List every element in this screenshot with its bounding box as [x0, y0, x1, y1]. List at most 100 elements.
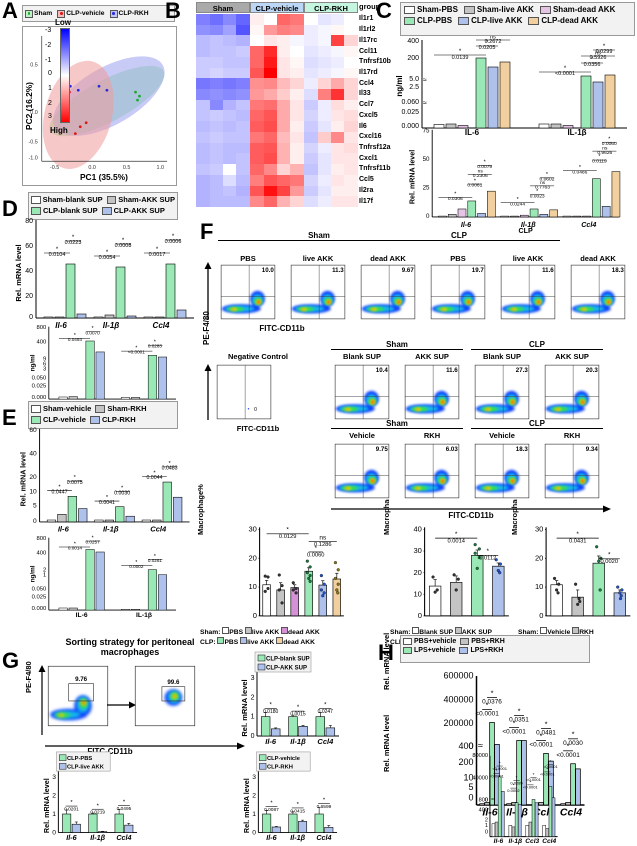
svg-text:0.0087: 0.0087: [264, 807, 279, 813]
svg-text:<0.0001: <0.0001: [523, 785, 538, 790]
svg-text:*: *: [297, 802, 300, 808]
svg-text:0.0054: 0.0054: [99, 255, 116, 261]
svg-text:20: 20: [25, 293, 33, 300]
svg-text:0: 0: [52, 829, 56, 836]
svg-text:-1.0: -1.0: [28, 155, 37, 161]
svg-text:Il-6: Il-6: [66, 833, 77, 842]
svg-text:800: 800: [479, 798, 488, 804]
svg-text:0.5: 0.5: [30, 63, 38, 69]
svg-text:5.0: 5.0: [409, 76, 419, 83]
svg-text:0.0014: 0.0014: [68, 545, 83, 550]
svg-text:2: 2: [251, 694, 255, 701]
svg-text:Il-6: Il-6: [265, 737, 277, 746]
svg-text:0: 0: [426, 213, 430, 220]
svg-text:*: *: [324, 702, 327, 708]
svg-text:*: *: [572, 730, 575, 739]
svg-text:CLP-AKK SUP: CLP-AKK SUP: [266, 666, 307, 672]
svg-text:20: 20: [535, 553, 543, 562]
svg-text:0: 0: [539, 611, 543, 620]
svg-text:Il-1β: Il-1β: [509, 838, 523, 845]
svg-text:Il-6: Il-6: [266, 833, 277, 842]
svg-text:*: *: [286, 527, 289, 534]
svg-text:11.3: 11.3: [332, 267, 344, 274]
svg-text:Ccl3: Ccl3: [525, 838, 539, 845]
svg-text:CLP-blank SUP: CLP-blank SUP: [266, 657, 310, 663]
svg-text:ns: ns: [319, 534, 326, 541]
svg-text:0.0017: 0.0017: [149, 252, 166, 258]
svg-text:Rel. mRNA level: Rel. mRNA level: [408, 150, 416, 204]
svg-text:0.0261: 0.0261: [148, 558, 163, 563]
svg-text:0.0139: 0.0139: [452, 55, 469, 61]
svg-text:*: *: [269, 702, 272, 708]
svg-text:0.0008: 0.0008: [115, 243, 132, 249]
svg-text:0: 0: [33, 518, 37, 525]
svg-text:*: *: [70, 800, 73, 806]
svg-text:9.67: 9.67: [402, 267, 415, 274]
svg-text:0.0257: 0.0257: [86, 540, 101, 545]
svg-text:99.6: 99.6: [167, 679, 180, 686]
svg-text:0.5: 0.5: [123, 165, 131, 171]
svg-text:Rel. mRNA level: Rel. mRNA level: [242, 778, 251, 833]
svg-text:*: *: [576, 531, 579, 538]
svg-text:Il-6: Il-6: [58, 524, 70, 533]
svg-text:0.0602: 0.0602: [540, 177, 555, 183]
svg-text:<0.0001: <0.0001: [489, 773, 504, 778]
svg-text:*: *: [455, 531, 458, 538]
svg-text:0.0: 0.0: [88, 165, 96, 171]
svg-text:Ccl4: Ccl4: [317, 737, 334, 746]
svg-text:30: 30: [248, 525, 256, 534]
svg-text:0.0201: 0.0201: [64, 806, 79, 812]
svg-text:0.0060: 0.0060: [307, 552, 325, 558]
svg-text:IL-1β: IL-1β: [136, 612, 152, 619]
svg-text:0.0119: 0.0119: [592, 159, 607, 165]
svg-text:0.0495: 0.0495: [117, 806, 132, 812]
svg-text:≈: ≈: [423, 100, 427, 107]
svg-text:0.0180: 0.0180: [263, 709, 279, 715]
svg-text:CLP-RKH: CLP-RKH: [267, 765, 293, 771]
svg-text:0.0223: 0.0223: [65, 240, 82, 246]
svg-text:0.1286: 0.1286: [314, 542, 332, 548]
svg-text:1.0: 1.0: [156, 165, 164, 171]
svg-text:80: 80: [25, 218, 33, 225]
svg-text:60: 60: [25, 243, 33, 250]
svg-text:18.3: 18.3: [516, 446, 529, 453]
svg-text:<0.0001: <0.0001: [526, 777, 541, 782]
svg-text:800: 800: [36, 325, 47, 331]
svg-text:≈: ≈: [491, 797, 494, 803]
svg-text:600000: 600000: [443, 670, 473, 680]
svg-text:Ccl4: Ccl4: [316, 833, 331, 842]
svg-text:10: 10: [248, 582, 256, 591]
svg-text:200000: 200000: [443, 718, 473, 728]
svg-text:0: 0: [29, 314, 33, 321]
svg-text:0: 0: [252, 829, 256, 836]
svg-text:0.0447: 0.0447: [52, 489, 68, 495]
svg-text:0.0247: 0.0247: [318, 709, 334, 715]
svg-text:400: 400: [479, 807, 488, 813]
svg-text:0.0356: 0.0356: [584, 62, 601, 68]
svg-text:400: 400: [458, 741, 473, 751]
svg-text:Ccl4: Ccl4: [150, 524, 167, 533]
svg-text:40: 40: [29, 450, 37, 457]
svg-text:9.76: 9.76: [75, 676, 88, 683]
svg-text:*: *: [608, 552, 611, 559]
svg-text:10: 10: [29, 488, 37, 495]
svg-text:0.0481: 0.0481: [536, 730, 556, 737]
svg-text:40000: 40000: [472, 775, 488, 781]
svg-text:0.0289: 0.0289: [510, 780, 523, 785]
svg-text:CLP-live AKK: CLP-live AKK: [67, 765, 105, 771]
svg-text:0.0079: 0.0079: [477, 164, 492, 170]
svg-text:1: 1: [252, 811, 256, 818]
svg-text:Rel. mRNA level: Rel. mRNA level: [240, 679, 249, 736]
svg-text:0.025: 0.025: [401, 109, 419, 116]
svg-text:10.0: 10.0: [262, 267, 275, 274]
svg-text:1: 1: [485, 823, 488, 829]
svg-text:40: 40: [25, 268, 33, 275]
svg-text:60: 60: [29, 427, 37, 434]
svg-text:CLP-vehicle: CLP-vehicle: [267, 756, 300, 762]
svg-text:2: 2: [252, 792, 256, 799]
svg-text:0.0112: 0.0112: [479, 556, 496, 562]
svg-text:1: 1: [251, 714, 255, 721]
svg-text:0.0020: 0.0020: [601, 559, 619, 565]
svg-text:Rel. mRNA level: Rel. mRNA level: [42, 778, 51, 833]
svg-text:0.0006: 0.0006: [165, 239, 182, 245]
